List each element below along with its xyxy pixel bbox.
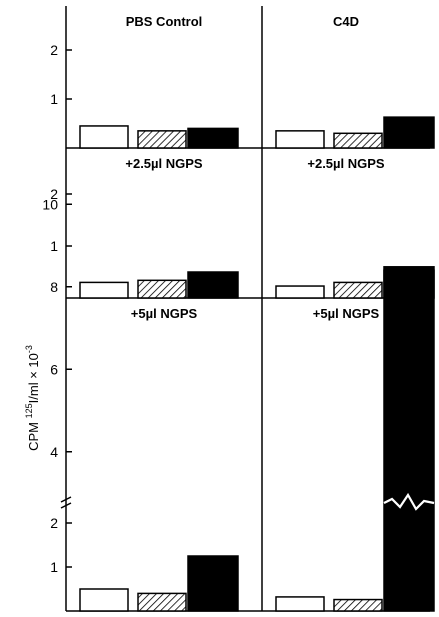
bar — [187, 127, 239, 149]
bar — [137, 279, 187, 299]
y-tick-label: 6 — [50, 361, 58, 377]
y-tick-label: 8 — [50, 279, 58, 295]
bar — [79, 281, 129, 299]
bar — [187, 555, 239, 612]
bar — [383, 269, 435, 612]
axis-break-zigzag — [383, 492, 435, 511]
bar — [137, 130, 187, 149]
bar — [333, 132, 383, 149]
axis-break-mark — [60, 496, 72, 503]
bar-layer — [79, 116, 435, 612]
bar — [137, 592, 187, 612]
y-tick-label: 4 — [50, 444, 58, 460]
panel-title: +5µl NGPS — [313, 306, 380, 321]
panel-title: +2.5µl NGPS — [307, 156, 385, 171]
bar — [383, 116, 435, 149]
bar — [333, 598, 383, 612]
y-tick-label: 1 — [50, 238, 58, 254]
y-tick-label: 1 — [50, 91, 58, 107]
bar — [275, 596, 325, 612]
y-tick-label: 1 — [50, 559, 58, 575]
y-tick-label: 10 — [42, 196, 58, 212]
bar — [187, 271, 239, 299]
axis-break-mark — [60, 502, 72, 509]
panel-title: C4D — [333, 14, 359, 29]
tick-layer: 1 2 1 2 1 2 4 6 8 10 — [42, 42, 72, 575]
bar — [275, 130, 325, 149]
title-layer: PBS Control C4D +2.5µl NGPS +2.5µl NGPS +5µl… — [125, 14, 385, 321]
bar — [79, 588, 129, 612]
y-tick-label: 2 — [50, 515, 58, 531]
y-tick-label: 2 — [50, 186, 58, 202]
y-tick-label: 2 — [50, 42, 58, 58]
panel-title: +5µl NGPS — [131, 306, 198, 321]
bar — [333, 281, 383, 299]
panel-title: +2.5µl NGPS — [125, 156, 203, 171]
y-axis-label: CPM 125I/ml × 10-3 — [24, 345, 41, 451]
panel-title: PBS Control — [126, 14, 203, 29]
bar — [275, 285, 325, 299]
bar — [79, 125, 129, 149]
